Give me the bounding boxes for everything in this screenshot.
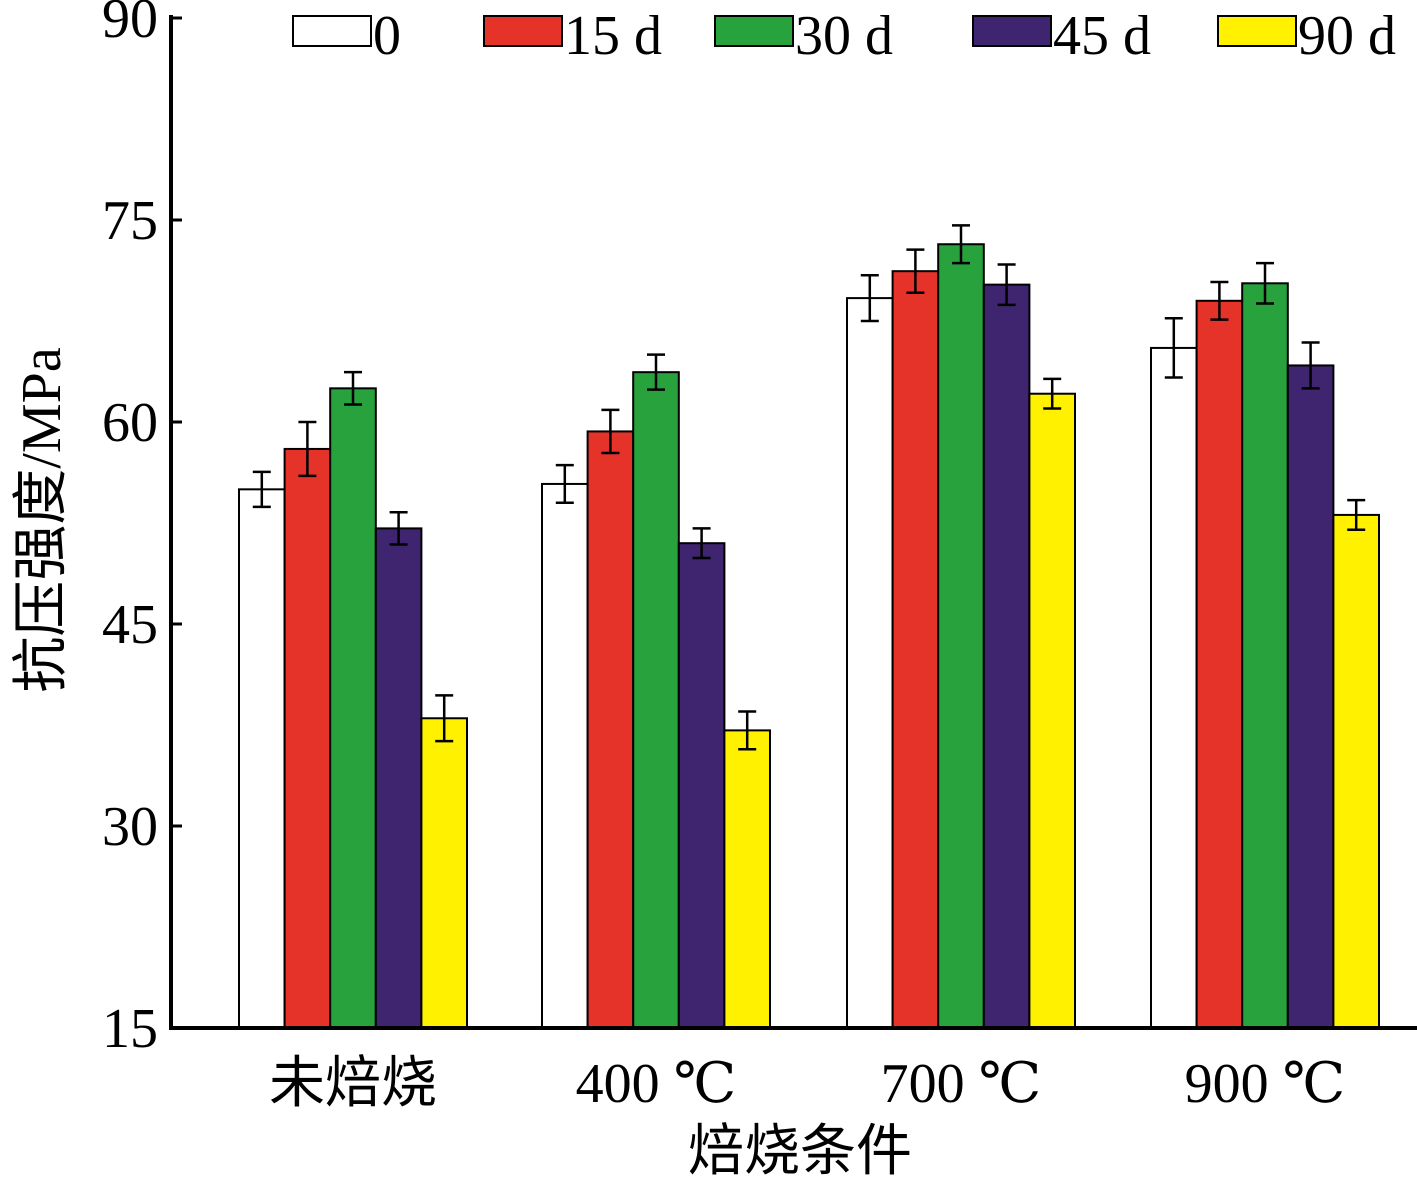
legend-label: 45 d (1053, 5, 1151, 67)
x-category-labels: 未焙烧 400 ℃ 700 ℃ 900 ℃ (269, 1053, 1345, 1115)
y-tick-label: 15 (102, 998, 158, 1060)
y-ticks: 15 30 45 60 75 90 (102, 0, 182, 1060)
bar (677, 542, 726, 1029)
bar (374, 527, 423, 1029)
legend-label: 90 d (1298, 5, 1396, 67)
bar (1332, 513, 1381, 1029)
x-category-label: 未焙烧 (269, 1053, 437, 1115)
legend-swatch (714, 15, 794, 47)
y-tick-label: 30 (102, 796, 158, 858)
bar (723, 729, 772, 1029)
bar (982, 283, 1031, 1029)
legend-label: 0 (373, 5, 401, 67)
legend-label: 15 d (564, 5, 662, 67)
x-category-label: 400 ℃ (576, 1053, 737, 1115)
bar (937, 243, 985, 1030)
legend-swatch (483, 15, 563, 47)
y-tick-label: 75 (102, 190, 158, 252)
bar (846, 297, 894, 1029)
x-axis-title: 焙烧条件 (688, 1121, 912, 1181)
bar (541, 482, 589, 1029)
x-category-label: 700 ℃ (881, 1053, 1042, 1115)
bar (420, 717, 468, 1029)
legend-swatch (972, 15, 1052, 47)
bar (329, 387, 377, 1030)
bar (586, 430, 635, 1029)
bar (1195, 299, 1244, 1029)
legend: 0 15 d 30 d 45 d 90 d (292, 5, 1396, 67)
bar (238, 488, 286, 1030)
bar (632, 371, 680, 1029)
bar (891, 270, 940, 1029)
legend-label: 30 d (795, 5, 893, 67)
bar (1286, 364, 1335, 1029)
y-axis-title: 抗压强度/MPa (11, 347, 73, 692)
bar (1028, 392, 1077, 1030)
y-tick-label: 90 (102, 0, 158, 50)
error-bars-layer (252, 224, 1366, 751)
bar (283, 447, 332, 1029)
y-tick-label: 45 (102, 594, 158, 656)
y-tick-label: 60 (102, 392, 158, 454)
legend-swatch (292, 15, 372, 47)
bar (1150, 346, 1198, 1029)
bars-layer (238, 243, 1381, 1030)
bar (1241, 282, 1289, 1029)
legend-swatch (1217, 15, 1297, 47)
x-category-label: 900 ℃ (1185, 1053, 1346, 1115)
